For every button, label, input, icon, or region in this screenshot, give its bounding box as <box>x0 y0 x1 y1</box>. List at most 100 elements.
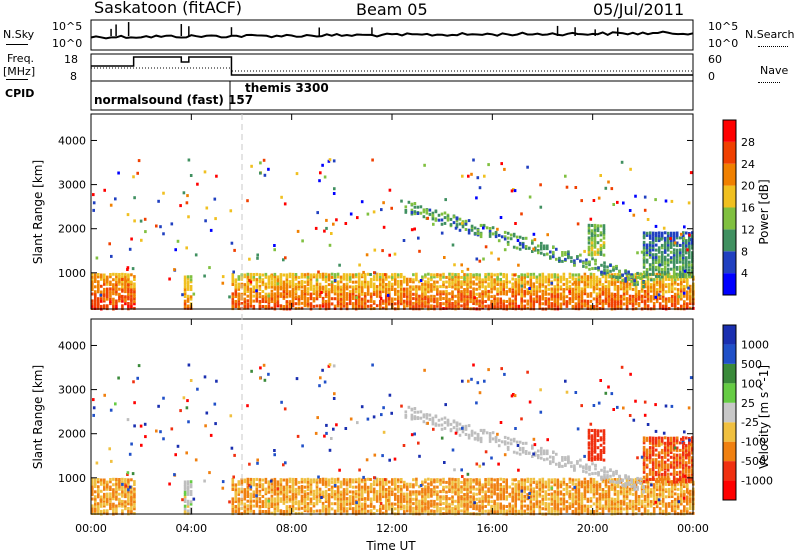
power-cell <box>267 301 271 305</box>
power-cell <box>246 304 250 308</box>
velocity-cell <box>255 483 259 487</box>
power-cell <box>442 272 445 276</box>
power-cell <box>466 277 469 281</box>
velocity-cell <box>351 499 355 503</box>
power-cell <box>469 283 472 287</box>
velocity-cell <box>604 504 608 508</box>
power-cell <box>493 297 496 300</box>
velocity-cell <box>631 504 635 508</box>
velocity-cell <box>388 495 391 499</box>
power-cell <box>470 172 473 176</box>
power-cell <box>404 205 408 209</box>
velocity-cell <box>336 495 340 499</box>
power-cell <box>493 285 496 289</box>
power-cell <box>303 300 307 303</box>
power-cell <box>391 288 394 291</box>
velocity-cell <box>382 487 385 491</box>
power-cell <box>418 285 421 289</box>
power-cell <box>327 290 331 294</box>
power-cell <box>607 285 611 289</box>
velocity-cell <box>231 505 235 509</box>
power-cell <box>388 290 391 294</box>
power-cell <box>421 287 424 291</box>
power-cell <box>640 297 644 301</box>
power-cell <box>616 297 620 301</box>
power-cell <box>599 224 603 228</box>
power-cell <box>587 236 591 240</box>
power-cell <box>186 275 190 279</box>
velocity-cell <box>466 497 469 501</box>
power-cell <box>559 306 563 310</box>
velocity-cell <box>333 490 337 494</box>
power-cell <box>493 282 496 286</box>
velocity-cell <box>231 480 235 484</box>
velocity-cell <box>303 505 307 508</box>
velocity-cell <box>424 492 427 496</box>
power-cell <box>273 300 277 304</box>
power-cell <box>601 290 605 294</box>
velocity-cell <box>442 502 445 505</box>
power-cell <box>309 285 313 289</box>
velocity-cell <box>339 507 343 511</box>
power-cell <box>529 278 533 282</box>
power-cell <box>571 306 575 310</box>
velocity-cell <box>294 511 298 515</box>
power-cell <box>424 300 427 304</box>
power-cell <box>419 211 423 215</box>
velocity-cell <box>97 488 100 492</box>
power-cell <box>291 275 295 279</box>
power-cell <box>523 275 526 279</box>
power-cell <box>632 213 636 217</box>
power-cell <box>553 292 557 296</box>
power-cell <box>186 294 190 298</box>
power-cell <box>556 287 560 291</box>
power-cell <box>294 285 298 289</box>
power-cell <box>258 304 262 308</box>
velocity-cell <box>115 477 118 481</box>
power-cell <box>685 265 688 269</box>
power-cell <box>496 299 499 303</box>
power-cell <box>264 282 268 286</box>
velocity-cell <box>97 505 100 508</box>
velocity-cell <box>424 497 427 501</box>
velocity-cell <box>324 482 328 486</box>
velocity-cell <box>559 500 563 504</box>
velocity-cell <box>655 477 659 481</box>
power-cell <box>624 269 627 273</box>
power-cell <box>508 299 511 303</box>
power-cell <box>234 287 238 291</box>
power-cell <box>603 261 606 265</box>
velocity-cell <box>321 495 325 499</box>
velocity-cell <box>634 495 638 499</box>
velocity-cell <box>303 499 307 503</box>
power-cell <box>476 228 480 232</box>
velocity-cell <box>357 509 361 513</box>
velocity-cell <box>309 485 313 489</box>
power-cell <box>121 275 124 279</box>
power-cell <box>599 231 603 235</box>
velocity-cell <box>379 507 382 511</box>
velocity-cell <box>427 490 430 494</box>
velocity-cell <box>270 505 274 508</box>
velocity-cell <box>598 482 602 486</box>
power-cell <box>189 174 193 177</box>
power-cell <box>496 302 499 306</box>
power-cell <box>312 287 316 291</box>
velocity-cell <box>252 511 256 515</box>
power-cell <box>252 273 256 276</box>
power-cell <box>540 241 543 245</box>
power-cell <box>475 297 478 301</box>
velocity-cell <box>249 482 253 486</box>
power-cell <box>365 253 369 257</box>
power-cell <box>418 299 421 303</box>
power-cell <box>643 306 647 310</box>
power-cell <box>270 289 274 293</box>
power-cell <box>634 296 638 300</box>
power-cell <box>688 248 691 252</box>
power-cell <box>183 299 187 303</box>
velocity-cell <box>502 497 505 501</box>
power-cell <box>126 266 130 270</box>
power-cell <box>685 244 688 248</box>
velocity-cell <box>469 490 472 494</box>
power-cell <box>604 292 608 296</box>
